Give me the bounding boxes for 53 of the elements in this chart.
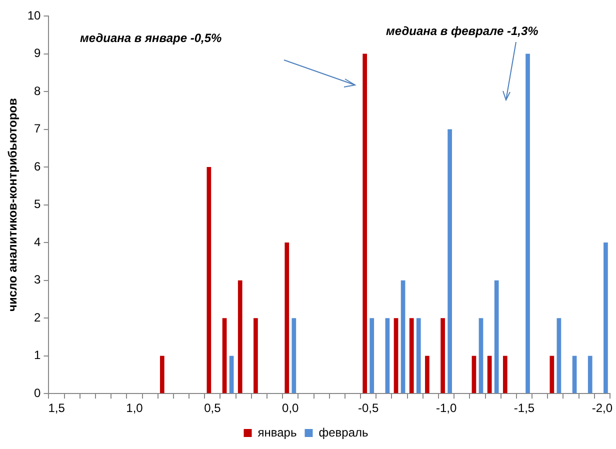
bar — [409, 318, 414, 394]
bar — [222, 318, 227, 394]
bar — [550, 356, 554, 394]
bar — [284, 242, 290, 394]
y-axis-title: число аналитиков-контрибьюторов — [6, 98, 20, 312]
bar — [472, 356, 476, 394]
bar — [556, 318, 562, 394]
bar — [160, 356, 164, 394]
bar — [572, 356, 577, 394]
x-tick-label: 1,0 — [126, 401, 144, 416]
x-tick-label: 0,5 — [204, 401, 222, 416]
x-tick-label: -1,0 — [436, 401, 457, 416]
bar — [440, 318, 445, 394]
y-tick-label: 8 — [34, 84, 42, 98]
y-tick-label: 4 — [34, 234, 42, 249]
bar — [448, 129, 452, 394]
x-tick-label: -0,5 — [358, 401, 380, 416]
x-tick-label: 1,5 — [48, 401, 66, 416]
bar — [370, 318, 374, 394]
bar — [478, 318, 484, 394]
y-tick-label: 3 — [34, 272, 42, 287]
y-tick-label: 2 — [34, 310, 42, 324]
y-tick-label: 5 — [34, 197, 42, 212]
y-tick-label: 10 — [27, 8, 42, 22]
bar — [229, 356, 234, 394]
bar — [206, 167, 212, 394]
bar — [362, 54, 368, 394]
y-tick-label: 7 — [34, 122, 42, 136]
bar — [385, 318, 390, 394]
annotation: медиана в феврале -1,3% — [386, 24, 539, 38]
bar — [487, 356, 492, 394]
y-tick-label: 1 — [34, 348, 42, 362]
y-tick-label: 0 — [34, 386, 42, 400]
bar — [588, 356, 592, 394]
bar — [416, 318, 421, 394]
x-tick-label: -2,0 — [592, 401, 613, 416]
bar — [254, 318, 258, 394]
bar — [238, 280, 242, 394]
bar — [394, 318, 398, 394]
annotation: медиана в январе -0,5% — [80, 31, 222, 45]
bar — [425, 356, 430, 394]
bar — [494, 280, 499, 394]
x-tick-label: -1,5 — [514, 401, 535, 416]
legend-label: февраль — [318, 425, 368, 440]
bar — [400, 280, 406, 394]
bar — [502, 356, 508, 394]
bar — [526, 54, 530, 394]
bar — [292, 318, 296, 394]
x-tick-label: 0,0 — [282, 401, 300, 416]
bar — [604, 242, 608, 394]
legend-label: январь — [258, 425, 297, 440]
y-tick-label: 6 — [34, 159, 42, 174]
y-tick-label: 9 — [34, 46, 42, 60]
